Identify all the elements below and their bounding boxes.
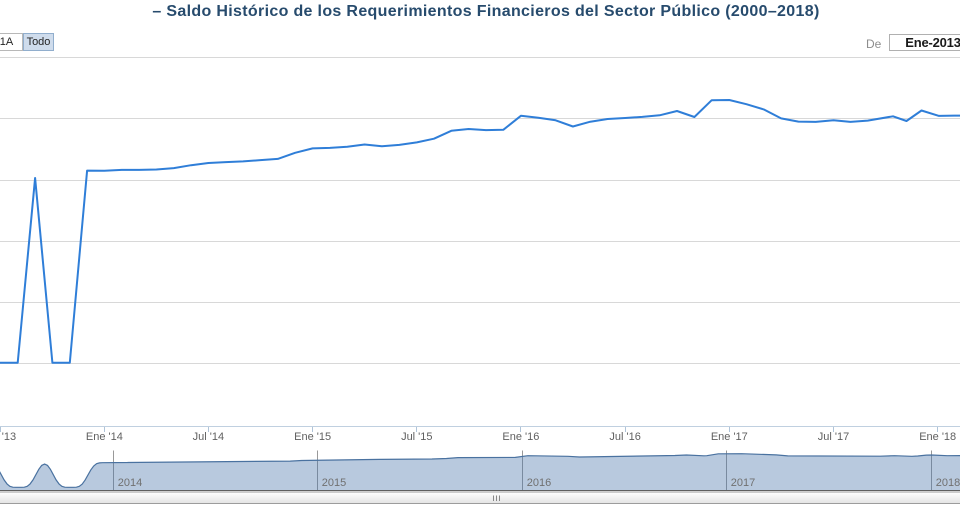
- svg-text:Ene '18: Ene '18: [919, 431, 956, 443]
- svg-text:Jul '17: Jul '17: [818, 431, 849, 443]
- svg-text:Jul '15: Jul '15: [401, 431, 432, 443]
- svg-text:2015: 2015: [322, 477, 346, 489]
- svg-text:Jul '16: Jul '16: [609, 431, 640, 443]
- svg-text:Ene '15: Ene '15: [294, 431, 331, 443]
- svg-text:Jul '13: Jul '13: [0, 431, 16, 443]
- svg-text:2016: 2016: [527, 477, 551, 489]
- svg-text:2018: 2018: [936, 477, 960, 489]
- svg-text:Ene '14: Ene '14: [86, 431, 123, 443]
- svg-text:2014: 2014: [118, 477, 142, 489]
- svg-text:2017: 2017: [731, 477, 755, 489]
- svg-text:Ene '16: Ene '16: [502, 431, 539, 443]
- svg-text:Jul '14: Jul '14: [193, 431, 224, 443]
- svg-text:Ene '17: Ene '17: [711, 431, 748, 443]
